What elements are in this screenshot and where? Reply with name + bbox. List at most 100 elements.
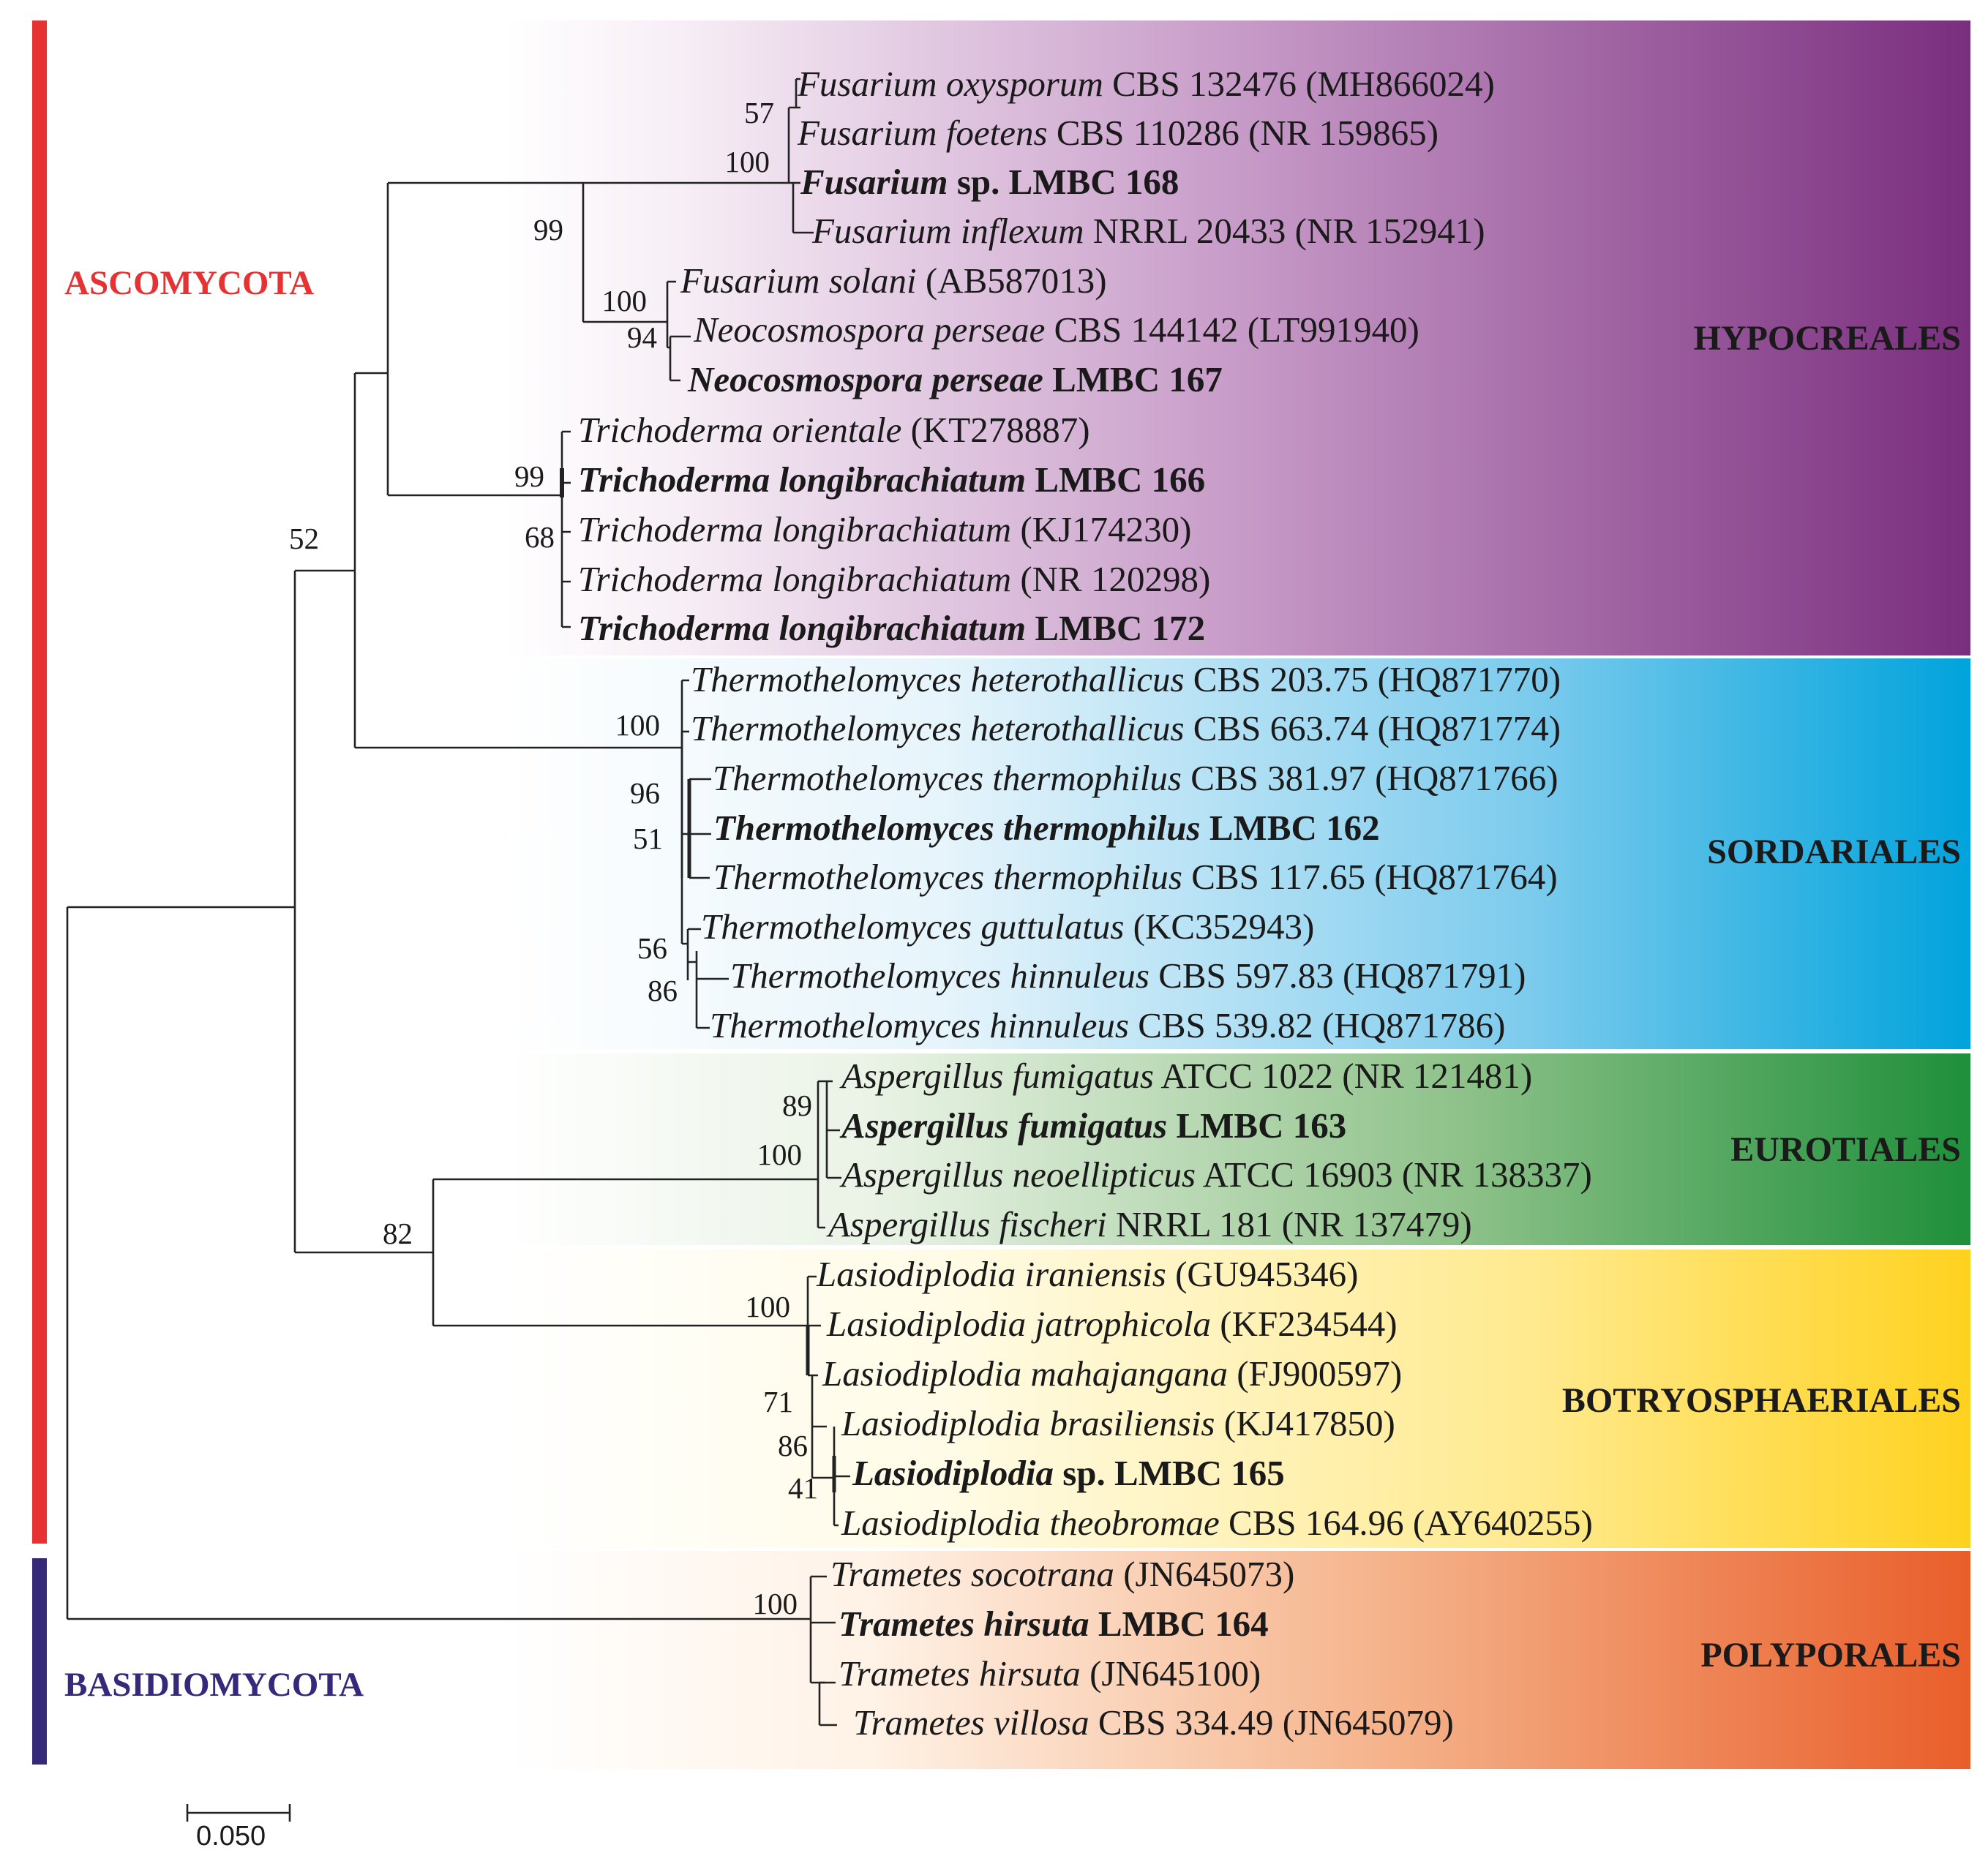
bootstrap-value: 99 [514,459,544,493]
band-sordariales [505,658,1970,1049]
taxon-accession: (KJ417850) [1215,1403,1395,1443]
taxon-species: Lasiodiplodia brasiliensis [841,1403,1215,1443]
band-botryosphaeriales [505,1250,1970,1548]
taxon-label: Trichoderma orientale (KT278887) [578,410,1090,450]
bootstrap-value: 82 [383,1217,413,1250]
taxon-accession: CBS 110286 (NR 159865) [1048,113,1439,153]
order-label-botryosphaeriales: BOTRYOSPHAERIALES [1562,1381,1961,1420]
taxon-label: Trametes socotrana (JN645073) [830,1554,1294,1594]
taxon-species: Aspergillus fischeri [826,1204,1107,1244]
taxon-label: Neocosmospora perseae CBS 144142 (LT9919… [693,309,1419,350]
bootstrap-value: 71 [763,1385,793,1419]
taxon-label: Lasiodiplodia theobromae CBS 164.96 (AY6… [841,1503,1593,1543]
taxon-accession: (KF234544) [1211,1304,1398,1344]
taxon-label: Fusarium oxysporum CBS 132476 (MH866024) [797,64,1495,104]
taxon-accession: NRRL 181 (NR 137479) [1107,1204,1472,1244]
bootstrap-value: 100 [746,1290,791,1323]
taxon-accession: (KC352943) [1124,906,1314,947]
taxon-label: Thermothelomyces thermophilus CBS 381.97… [713,758,1558,798]
taxon-label: Aspergillus neoellipticus ATCC 16903 (NR… [839,1154,1592,1195]
taxon-label: Aspergillus fischeri NRRL 181 (NR 137479… [826,1204,1472,1244]
taxon-accession: (NR 120298) [1011,559,1210,599]
taxon-label: Aspergillus fumigatus ATCC 1022 (NR 1214… [839,1056,1532,1096]
bootstrap-value: 99 [533,213,563,247]
taxon-species: Thermothelomyces heterothallicus [691,708,1185,748]
taxon-species: Lasiodiplodia [852,1453,1054,1493]
taxon-label: Lasiodiplodia mahajangana (FJ900597) [822,1353,1402,1394]
taxon-accession: (GU945346) [1166,1254,1359,1294]
taxon-label: Thermothelomyces thermophilus CBS 117.65… [713,857,1558,897]
taxon-label: Neocosmospora perseae LMBC 167 [687,359,1223,399]
taxon-accession: CBS 164.96 (AY640255) [1220,1503,1593,1543]
taxon-species: Lasiodiplodia iraniensis [816,1254,1166,1294]
scale-bar-label: 0.050 [196,1821,266,1852]
taxon-species: Trametes hirsuta [839,1653,1081,1694]
taxon-accession: (JN645073) [1114,1554,1294,1594]
order-label-sordariales: SORDARIALES [1707,833,1961,871]
taxon-label: Trichoderma longibrachiatum LMBC 172 [578,608,1205,648]
taxon-accession: CBS 203.75 (HQ871770) [1185,659,1561,699]
taxon-species: Thermothelomyces heterothallicus [691,659,1185,699]
taxon-label: Trichoderma longibrachiatum (KJ174230) [578,509,1191,549]
taxon-species: Lasiodiplodia theobromae [841,1503,1220,1543]
bootstrap-value: 96 [630,776,660,810]
taxon-accession: CBS 539.82 (HQ871786) [1129,1005,1506,1045]
bootstrap-value: 41 [788,1471,818,1505]
taxon-accession: LMBC 172 [1026,608,1205,648]
bootstrap-value: 100 [615,708,661,742]
taxon-label: Lasiodiplodia jatrophicola (KF234544) [826,1304,1398,1344]
taxon-label: Aspergillus fumigatus LMBC 163 [839,1105,1346,1146]
basidiomycota-bar [32,1558,47,1765]
taxon-accession: ATCC 16903 (NR 138337) [1196,1154,1592,1195]
taxon-species: Thermothelomyces hinnuleus [730,955,1149,996]
taxon-accession: LMBC 167 [1043,359,1223,399]
bootstrap-value: 89 [782,1089,812,1122]
band-hypocreales [505,20,1970,655]
taxon-species: Trametes hirsuta [839,1604,1089,1644]
taxon-label: Thermothelomyces hinnuleus CBS 539.82 (H… [710,1005,1505,1045]
taxon-species: Lasiodiplodia jatrophicola [826,1304,1211,1344]
bootstrap-value: 100 [753,1587,798,1620]
band-eurotiales [505,1053,1970,1245]
taxon-label: Trametes villosa CBS 334.49 (JN645079) [853,1702,1454,1743]
taxon-accession: (FJ900597) [1228,1353,1402,1394]
taxon-label: Fusarium solani (AB587013) [680,260,1107,301]
taxon-label: Thermothelomyces heterothallicus CBS 663… [691,708,1561,748]
taxon-species: Fusarium oxysporum [797,64,1103,104]
taxon-species: Thermothelomyces thermophilus [713,857,1182,897]
tree-branches [66,78,850,1822]
taxon-label: Fusarium sp. LMBC 168 [800,162,1179,202]
taxon-accession: LMBC 163 [1167,1105,1346,1146]
bootstrap-value: 86 [648,974,678,1007]
bootstrap-value: 86 [778,1429,808,1462]
taxon-accession: (JN645100) [1081,1653,1261,1694]
taxon-accession: CBS 597.83 (HQ871791) [1149,955,1526,996]
taxon-label: Lasiodiplodia iraniensis (GU945346) [816,1254,1359,1294]
bootstrap-value: 56 [637,931,667,965]
taxon-label: Thermothelomyces thermophilus LMBC 162 [713,808,1380,848]
phylum-label-basidiomycota: BASIDIOMYCOTA [64,1666,364,1704]
taxon-accession: sp. LMBC 168 [948,162,1179,202]
bootstrap-value: 51 [633,822,663,855]
order-label-hypocreales: HYPOCREALES [1694,319,1961,358]
taxon-accession: CBS 334.49 (JN645079) [1089,1702,1454,1743]
taxon-label: Trametes hirsuta LMBC 164 [839,1604,1269,1644]
taxon-labels: Fusarium oxysporum CBS 132476 (MH866024)… [578,64,1593,1743]
taxon-label: Lasiodiplodia sp. LMBC 165 [852,1453,1285,1493]
taxon-species: Thermothelomyces hinnuleus [710,1005,1129,1045]
taxon-label: Trametes hirsuta (JN645100) [839,1653,1261,1694]
taxon-label: Thermothelomyces guttulatus (KC352943) [701,906,1314,947]
taxon-species: Lasiodiplodia mahajangana [822,1353,1228,1394]
taxon-accession: LMBC 164 [1089,1604,1269,1644]
taxon-label: Trichoderma longibrachiatum (NR 120298) [578,559,1210,599]
taxon-species: Trametes villosa [853,1702,1089,1743]
bootstrap-value: 52 [289,522,319,555]
bootstrap-value: 94 [627,320,657,354]
taxon-species: Neocosmospora perseae [687,359,1043,399]
taxon-species: Trichoderma longibrachiatum [578,559,1011,599]
taxon-species: Thermothelomyces thermophilus [713,808,1201,848]
taxon-species: Trichoderma orientale [578,410,901,450]
bootstrap-value: 57 [744,96,774,129]
taxon-accession: (KT278887) [901,410,1089,450]
ascomycota-bar [32,20,47,1544]
